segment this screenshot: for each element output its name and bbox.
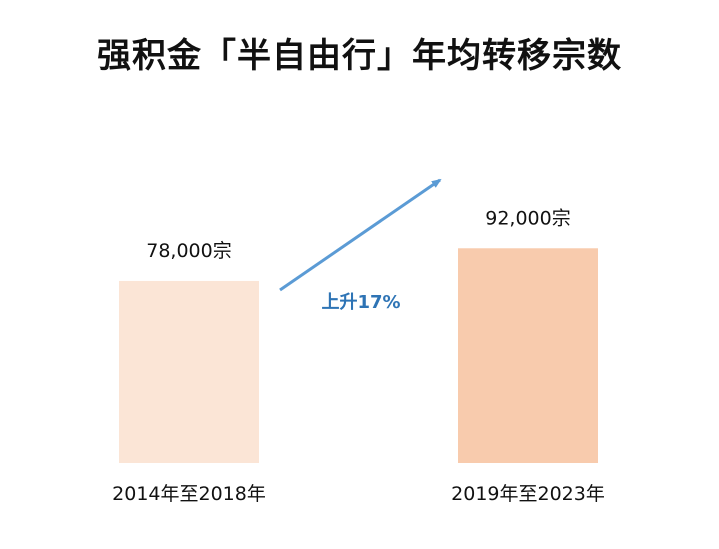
bar-1 [119,280,259,463]
value-labels-group: 78,000宗 92,000宗 [146,207,570,262]
chart-title: 强积金「半自由行」年均转移宗数 [97,36,622,76]
bar-2 [458,248,598,463]
category-label-2: 2019年至2023年 [451,483,605,505]
bar-value-label-1: 78,000宗 [146,240,231,262]
category-label-1: 2014年至2018年 [112,483,266,505]
change-label: 上升17% [321,292,400,313]
bar-value-label-2: 92,000宗 [485,207,570,229]
category-labels-group: 2014年至2018年 2019年至2023年 [112,483,605,505]
bars-group [119,248,598,463]
increase-arrow [279,178,442,292]
